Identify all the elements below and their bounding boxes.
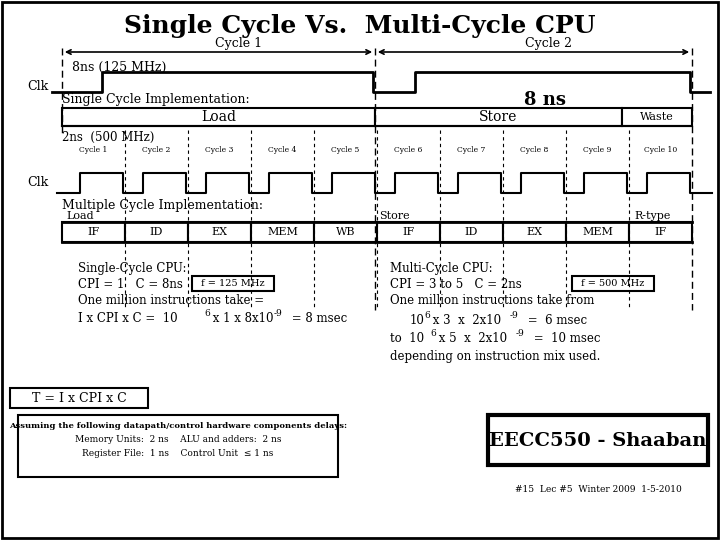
Text: -9: -9 — [516, 329, 525, 338]
Text: Assuming the following datapath/control hardware components delays:: Assuming the following datapath/control … — [9, 422, 347, 430]
Text: Waste: Waste — [640, 112, 674, 122]
Text: Multi-Cycle CPU:: Multi-Cycle CPU: — [390, 262, 492, 275]
Text: IF: IF — [87, 227, 99, 237]
Text: -9: -9 — [274, 309, 283, 318]
Text: IF: IF — [654, 227, 667, 237]
Text: 6: 6 — [424, 311, 430, 320]
Bar — [10, 388, 148, 408]
Bar — [503, 222, 566, 242]
Bar — [125, 222, 188, 242]
Text: R-type: R-type — [634, 211, 670, 221]
Text: Store: Store — [480, 110, 518, 124]
Bar — [62, 108, 375, 126]
Text: IF: IF — [402, 227, 415, 237]
Text: 8ns (125 MHz): 8ns (125 MHz) — [72, 61, 166, 74]
Text: Cycle 6: Cycle 6 — [395, 146, 423, 154]
Text: EX: EX — [212, 227, 228, 237]
Text: depending on instruction mix used.: depending on instruction mix used. — [390, 350, 600, 363]
Text: Memory Units:  2 ns    ALU and adders:  2 ns: Memory Units: 2 ns ALU and adders: 2 ns — [75, 435, 282, 444]
Bar — [18, 415, 338, 477]
Bar — [566, 222, 629, 242]
Text: WB: WB — [336, 227, 355, 237]
Text: Clk: Clk — [27, 177, 49, 190]
Text: One million instructions take from: One million instructions take from — [390, 294, 595, 307]
Text: Load: Load — [66, 211, 94, 221]
Text: Cycle 3: Cycle 3 — [205, 146, 234, 154]
Bar — [488, 415, 708, 465]
Text: T = I x CPI x C: T = I x CPI x C — [32, 392, 127, 404]
Text: 2ns  (500 MHz): 2ns (500 MHz) — [62, 131, 154, 144]
Text: 6: 6 — [430, 329, 436, 338]
Text: CPI = 3 to 5   C = 2ns: CPI = 3 to 5 C = 2ns — [390, 278, 522, 291]
Text: Cycle 2: Cycle 2 — [143, 146, 171, 154]
Text: =  6 msec: = 6 msec — [524, 314, 587, 327]
Text: x 3  x  2x10: x 3 x 2x10 — [429, 314, 501, 327]
Text: Single-Cycle CPU:: Single-Cycle CPU: — [78, 262, 186, 275]
Text: to  10: to 10 — [390, 332, 424, 345]
Text: = 8 msec: = 8 msec — [288, 312, 347, 325]
Text: CPI = 1   C = 8ns: CPI = 1 C = 8ns — [78, 278, 183, 291]
Text: Cycle 7: Cycle 7 — [457, 146, 486, 154]
Text: ID: ID — [465, 227, 478, 237]
Bar — [377, 222, 440, 242]
Text: MEM: MEM — [582, 227, 613, 237]
Text: -9: -9 — [510, 311, 518, 320]
Text: Cycle 10: Cycle 10 — [644, 146, 677, 154]
Text: Cycle 2: Cycle 2 — [525, 37, 572, 50]
Text: Cycle 1: Cycle 1 — [215, 37, 262, 50]
Bar — [188, 222, 251, 242]
Text: =  10 msec: = 10 msec — [530, 332, 600, 345]
Bar — [572, 276, 654, 291]
Bar — [62, 222, 125, 242]
Text: I x CPI x C =  10: I x CPI x C = 10 — [78, 312, 178, 325]
Bar — [192, 276, 274, 291]
Text: Cycle 9: Cycle 9 — [583, 146, 612, 154]
Text: x 1 x 8x10: x 1 x 8x10 — [209, 312, 274, 325]
Text: MEM: MEM — [267, 227, 298, 237]
Text: EECC550 - Shaaban: EECC550 - Shaaban — [490, 432, 707, 450]
Text: #15  Lec #5  Winter 2009  1-5-2010: #15 Lec #5 Winter 2009 1-5-2010 — [515, 485, 681, 495]
Text: EX: EX — [526, 227, 542, 237]
Text: Cycle 5: Cycle 5 — [331, 146, 360, 154]
Bar — [375, 108, 622, 126]
Text: Single Cycle Vs.  Multi-Cycle CPU: Single Cycle Vs. Multi-Cycle CPU — [125, 14, 595, 38]
Bar — [629, 222, 692, 242]
Text: Cycle 4: Cycle 4 — [269, 146, 297, 154]
Text: x 5  x  2x10: x 5 x 2x10 — [435, 332, 507, 345]
Text: ID: ID — [150, 227, 163, 237]
Bar — [622, 108, 692, 126]
Text: Register File:  1 ns    Control Unit  ≤ 1 ns: Register File: 1 ns Control Unit ≤ 1 ns — [82, 449, 274, 458]
Bar — [314, 222, 377, 242]
Text: Store: Store — [379, 211, 410, 221]
Text: Single Cycle Implementation:: Single Cycle Implementation: — [62, 93, 250, 106]
Text: Multiple Cycle Implementation:: Multiple Cycle Implementation: — [62, 199, 263, 212]
Text: One million instructions take =: One million instructions take = — [78, 294, 264, 307]
Text: f = 125 MHz: f = 125 MHz — [201, 279, 265, 287]
Text: 8 ns: 8 ns — [524, 91, 566, 109]
Text: Cycle 1: Cycle 1 — [79, 146, 108, 154]
Text: 10: 10 — [410, 314, 425, 327]
Text: Clk: Clk — [27, 80, 49, 93]
Text: Load: Load — [201, 110, 236, 124]
Text: 6: 6 — [204, 309, 210, 318]
Text: f = 500 MHz: f = 500 MHz — [581, 279, 644, 287]
Bar — [440, 222, 503, 242]
Text: Cycle 8: Cycle 8 — [521, 146, 549, 154]
Bar — [251, 222, 314, 242]
